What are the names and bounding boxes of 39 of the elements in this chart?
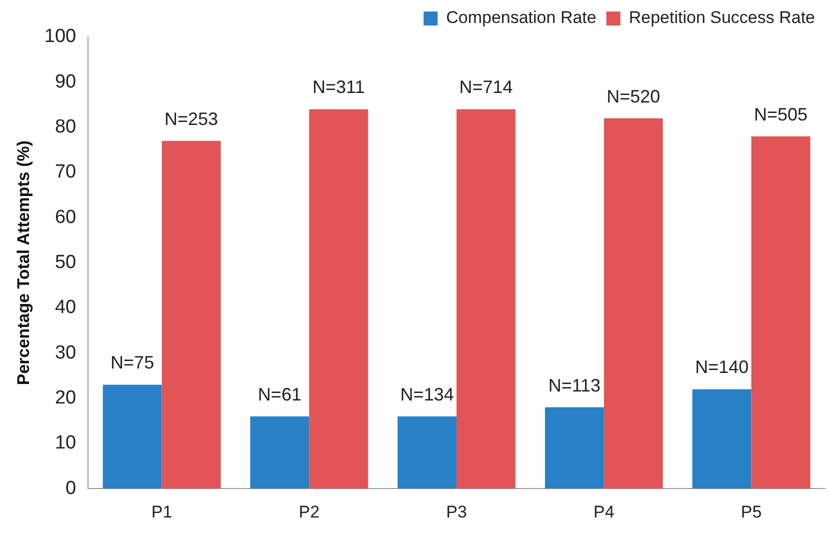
legend-label: Repetition Success Rate xyxy=(628,8,816,28)
y-tick-label: 100 xyxy=(44,26,76,48)
y-tick-label: 60 xyxy=(54,206,76,228)
x-tick-label: P2 xyxy=(298,502,320,522)
bar xyxy=(544,407,604,489)
bar xyxy=(102,384,162,489)
x-tick-label: P5 xyxy=(740,502,762,522)
y-tick-label: 80 xyxy=(54,116,76,138)
annotation: N=520 xyxy=(606,86,660,106)
y-tick-label: 90 xyxy=(54,71,76,92)
annotation: N=61 xyxy=(258,384,302,404)
y-tick-label: 10 xyxy=(54,432,76,454)
y-tick-label: 40 xyxy=(54,297,76,318)
annotation: N=505 xyxy=(754,104,808,124)
annotation: N=253 xyxy=(164,108,218,129)
y-axis-title: Percentage Total Attempts (%) xyxy=(14,140,33,386)
annotation: N=714 xyxy=(459,77,513,98)
x-tick-label: P1 xyxy=(151,502,172,522)
legend-label: Compensation Rate xyxy=(446,8,596,28)
annotation: N=311 xyxy=(312,77,365,98)
annotation: N=113 xyxy=(548,375,601,396)
x-tick-label: P3 xyxy=(446,502,467,522)
bar xyxy=(162,140,221,489)
bar xyxy=(456,109,516,489)
x-tick-label: P4 xyxy=(594,502,614,522)
y-tick-label: 20 xyxy=(54,388,76,409)
annotation: N=75 xyxy=(110,352,154,373)
y-tick-label: 0 xyxy=(66,478,76,499)
bar xyxy=(604,118,663,489)
y-tick-label: 70 xyxy=(54,162,76,183)
annotation: N=140 xyxy=(695,357,749,378)
bar xyxy=(250,416,310,489)
bar xyxy=(309,109,368,489)
annotation: N=134 xyxy=(400,384,454,404)
bar xyxy=(398,416,457,489)
y-tick-label: 50 xyxy=(54,252,76,274)
y-tick-label: 30 xyxy=(54,342,76,364)
bar xyxy=(692,389,752,489)
bar xyxy=(751,136,810,489)
